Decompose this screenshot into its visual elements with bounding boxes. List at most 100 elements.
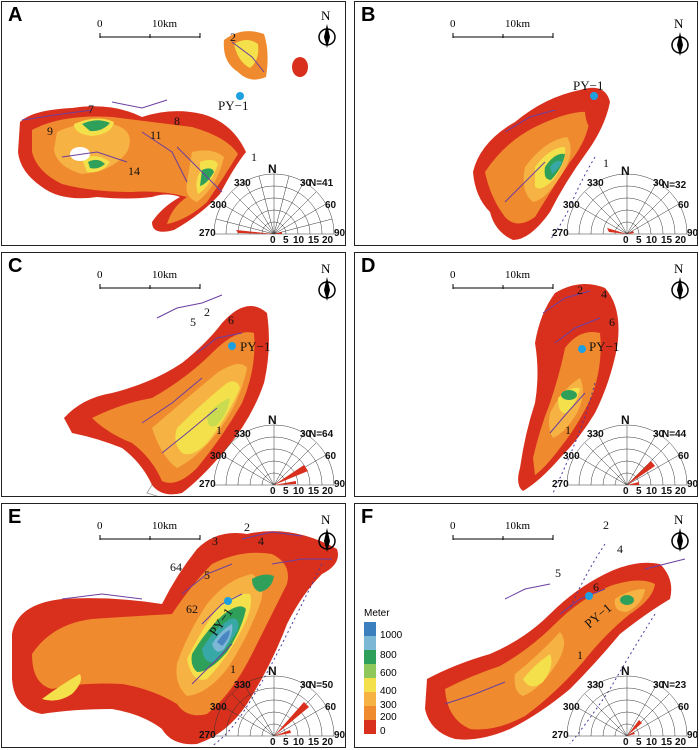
rose-angle: 30 <box>300 429 312 440</box>
panel-label-b: B <box>361 4 376 26</box>
fault-number: 1 <box>251 150 257 164</box>
rose-angle: 60 <box>678 702 690 713</box>
scale-zero-e: 0 <box>97 520 103 532</box>
scale-zero-b: 0 <box>450 18 456 30</box>
rose-angle: 330 <box>234 680 251 691</box>
panel-c: C 0 10km N PY−1 5 2 6 1 N N=64 330 30 30… <box>1 252 346 497</box>
rose-tick: 10 <box>646 737 658 748</box>
rose-angle: 30 <box>300 178 312 189</box>
rose-count-f: N=23 <box>662 680 687 691</box>
fault-number: 5 <box>204 568 210 582</box>
panel-label-a: A <box>8 4 23 26</box>
rose-angle: 30 <box>653 429 665 440</box>
fault-number: 1 <box>603 156 609 170</box>
rose-north-d: N <box>621 413 630 427</box>
rose-tick: 5 <box>283 486 289 497</box>
rose-angle: 60 <box>678 451 690 462</box>
panel-label-f: F <box>361 506 374 528</box>
rose-angle: 300 <box>563 451 580 462</box>
fault-number: 1 <box>565 423 571 437</box>
fault-number: 2 <box>230 30 236 44</box>
rose-tick: 5 <box>636 737 642 748</box>
legend-tick: 300 <box>380 700 397 711</box>
scale-ten-f: 10km <box>505 520 531 532</box>
scale-ten-b: 10km <box>505 18 531 30</box>
rose-angle: 330 <box>587 429 604 440</box>
rose-tick: 0 <box>270 486 276 497</box>
fault-number: 2 <box>577 283 583 297</box>
fault-number: 5 <box>555 566 561 580</box>
legend-swatch <box>364 706 376 720</box>
scale-bar-a <box>99 33 201 38</box>
rose-tick: 10 <box>646 486 658 497</box>
scale-ten-d: 10km <box>505 269 531 281</box>
rose-angle: 30 <box>653 178 665 189</box>
panel-label-d: D <box>361 255 376 277</box>
rose-angle: 60 <box>325 702 337 713</box>
scale-ten-c: 10km <box>152 269 178 281</box>
fault-number: 11 <box>150 128 162 142</box>
fault-number: 1 <box>216 423 222 437</box>
elevation-legend: Meter 1000 800 600 400 300 200 0 <box>358 608 410 737</box>
fault-number: 1 <box>577 648 583 662</box>
fault-number: 64 <box>170 560 182 574</box>
rose-angle: 300 <box>210 451 227 462</box>
legend-swatch <box>364 664 376 678</box>
legend-tick: 600 <box>380 668 397 679</box>
rose-tick: 0 <box>623 235 629 246</box>
rose-angle: 330 <box>587 178 604 189</box>
map-e <box>12 531 338 747</box>
rose-tick: 0 <box>270 235 276 246</box>
panel-b: B 0 10km N PY−1 1 N N=32 330 30 300 60 2… <box>354 1 698 246</box>
north-arrow-icon <box>671 528 689 552</box>
rose-count-c: N=64 <box>309 429 334 440</box>
rose-tick: 15 <box>308 486 320 497</box>
rose-tick: 20 <box>675 486 687 497</box>
rose-tick: 5 <box>636 486 642 497</box>
scale-ten-a: 10km <box>152 18 178 30</box>
rose-angle: 270 <box>552 228 569 239</box>
rose-angle: 60 <box>325 200 337 211</box>
scale-bar-e <box>99 535 201 540</box>
north-arrow-icon <box>671 32 689 56</box>
scale-bar-d <box>452 284 554 289</box>
rose-tick: 10 <box>293 737 305 748</box>
map-a <box>18 31 335 235</box>
rose-count-b: N=32 <box>662 180 687 191</box>
legend-swatch <box>364 678 376 692</box>
rose-tick: 5 <box>283 235 289 246</box>
rose-tick: 10 <box>293 486 305 497</box>
scale-ten-e: 10km <box>152 520 178 532</box>
rose-angle: 90 <box>334 730 346 741</box>
scale-bar-f <box>452 535 554 540</box>
legend-tick: 0 <box>380 726 386 737</box>
rose-tick: 20 <box>322 235 334 246</box>
fault-number: 8 <box>174 114 180 128</box>
scale-bar-b <box>452 33 554 38</box>
rose-angle: 270 <box>552 479 569 490</box>
legend-tick: 200 <box>380 712 397 723</box>
fault-number: 2 <box>603 518 609 532</box>
rose-angle: 300 <box>210 702 227 713</box>
panel-label-e: E <box>8 506 22 528</box>
legend-tick: 800 <box>380 650 397 661</box>
rose-angle: 300 <box>210 200 227 211</box>
rose-angle: 330 <box>234 429 251 440</box>
north-arrow-icon <box>318 277 336 301</box>
rose-angle: 60 <box>325 451 337 462</box>
fault-number: 4 <box>258 534 264 548</box>
rose-angle: 90 <box>334 479 346 490</box>
rose-tick: 15 <box>661 235 673 246</box>
rose-north-f: N <box>621 664 630 678</box>
rose-angle: 90 <box>334 228 346 239</box>
fault-number: 6 <box>609 315 615 329</box>
rose-count-e: N=50 <box>309 680 334 691</box>
rose-tick: 20 <box>675 235 687 246</box>
rose-angle: 90 <box>687 730 698 741</box>
scale-zero-a: 0 <box>97 18 103 30</box>
scale-zero-f: 0 <box>450 520 456 532</box>
rose-angle: 90 <box>687 479 698 490</box>
panel-f: F 0 10km N PY−1 2 4 5 6 1 N N=23 330 30 … <box>354 503 698 748</box>
map-b <box>473 87 688 241</box>
map-d <box>518 284 688 494</box>
